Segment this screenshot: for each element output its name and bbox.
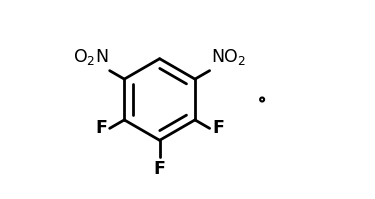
Text: F: F [154, 160, 166, 178]
Text: F: F [95, 119, 107, 137]
Text: $\mathsf{O_2N}$: $\mathsf{O_2N}$ [73, 47, 108, 67]
Text: F: F [212, 119, 224, 137]
Text: $\mathsf{NO_2}$: $\mathsf{NO_2}$ [211, 47, 246, 67]
